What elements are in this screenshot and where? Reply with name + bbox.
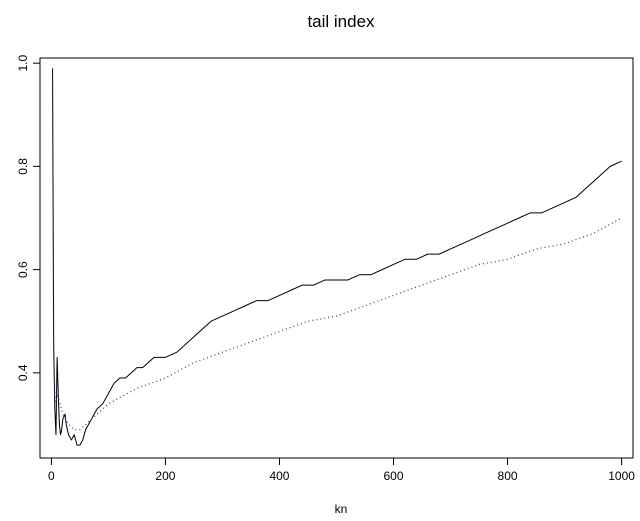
dotted-series-line [51, 68, 622, 431]
x-tick-label: 1000 [608, 469, 635, 483]
x-tick-label: 800 [498, 469, 518, 483]
plot-frame [39, 57, 634, 459]
y-tick-label: 1.0 [16, 54, 30, 71]
y-tick-label: 0.4 [16, 364, 30, 381]
series-layer [51, 68, 622, 446]
y-tick-label: 0.8 [16, 158, 30, 175]
x-tick-label: 600 [384, 469, 404, 483]
y-axis: 0.4 0.6 0.8 1.0 [16, 54, 41, 381]
x-axis: 0 200 400 600 800 1000 [48, 457, 635, 483]
chart-title: tail index [307, 12, 375, 31]
y-tick-label: 0.6 [16, 261, 30, 278]
x-axis-label: kn [335, 502, 348, 516]
x-tick-label: 200 [155, 469, 175, 483]
x-tick-label: 400 [269, 469, 289, 483]
x-tick-label: 0 [48, 469, 55, 483]
solid-series-line [52, 68, 622, 446]
